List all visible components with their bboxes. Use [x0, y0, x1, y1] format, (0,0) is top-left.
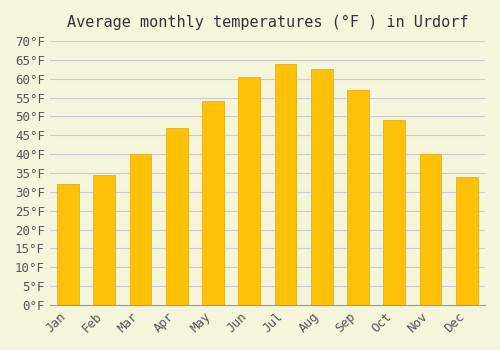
Bar	[347, 90, 369, 305]
Bar	[166, 128, 188, 305]
Title: Average monthly temperatures (°F ) in Urdorf: Average monthly temperatures (°F ) in Ur…	[66, 15, 468, 30]
Bar	[94, 175, 115, 305]
Bar	[202, 101, 224, 305]
Bar	[456, 177, 477, 305]
Bar	[274, 64, 296, 305]
Bar	[384, 120, 405, 305]
Bar	[130, 154, 152, 305]
Bar	[238, 77, 260, 305]
Bar	[57, 184, 79, 305]
Bar	[420, 154, 442, 305]
Bar	[311, 69, 332, 305]
